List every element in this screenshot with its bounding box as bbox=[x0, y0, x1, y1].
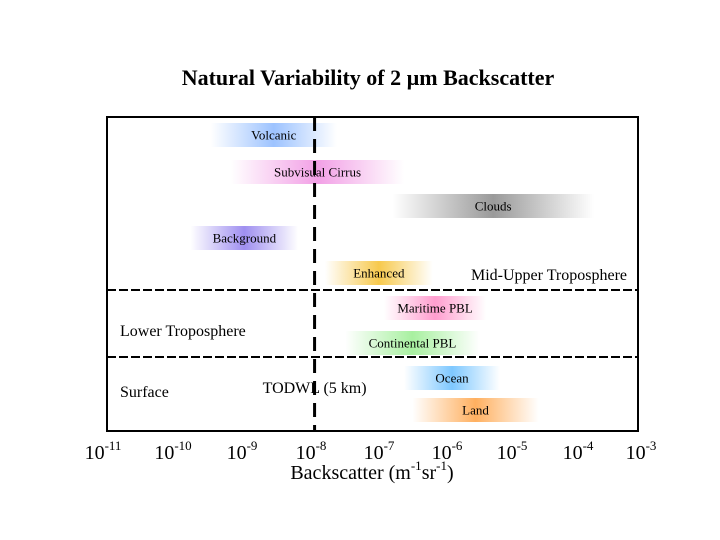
x-tick-label: 10-7 bbox=[364, 438, 395, 464]
x-tick-label: 10-6 bbox=[432, 438, 463, 464]
bar-label-volcanic: Volcanic bbox=[251, 128, 296, 143]
bar-label-ocean: Ocean bbox=[435, 371, 469, 386]
bar-continental-pbl bbox=[345, 331, 480, 355]
bar-subvisual-cirrus bbox=[230, 160, 405, 184]
chart-title: Natural Variability of 2 µm Backscatter bbox=[182, 65, 555, 90]
bar-label-clouds: Clouds bbox=[475, 199, 512, 214]
bar-label-subvisual-cirrus: Subvisual Cirrus bbox=[274, 165, 361, 180]
x-tick-label: 10-8 bbox=[296, 438, 327, 464]
x-tick-label: 10-10 bbox=[154, 438, 191, 464]
todwl-label: TODWL (5 km) bbox=[263, 380, 367, 397]
plot-frame bbox=[106, 116, 639, 432]
x-tick-label: 10-9 bbox=[227, 438, 258, 464]
bar-enhanced bbox=[324, 261, 433, 285]
bar-label-continental-pbl: Continental PBL bbox=[369, 336, 457, 351]
x-axis-label: Backscatter (m-1sr-1) bbox=[290, 458, 453, 484]
x-tick-label: 10-4 bbox=[563, 438, 594, 464]
bar-ocean bbox=[404, 366, 500, 390]
x-tick-label: 10-3 bbox=[626, 438, 657, 464]
region-label-lower-troposphere: Lower Troposphere bbox=[120, 323, 246, 340]
bar-clouds bbox=[392, 194, 594, 218]
region-label-surface: Surface bbox=[120, 384, 169, 401]
region-label-mid-upper-troposphere: Mid-Upper Troposphere bbox=[471, 267, 627, 284]
bar-label-maritime-pbl: Maritime PBL bbox=[397, 301, 473, 316]
bar-land bbox=[412, 398, 539, 422]
bar-label-land: Land bbox=[462, 403, 489, 418]
bar-background bbox=[190, 226, 299, 250]
x-tick-label: 10-5 bbox=[497, 438, 528, 464]
x-tick-label: 10-11 bbox=[85, 438, 122, 464]
bar-maritime-pbl bbox=[383, 296, 487, 320]
bar-label-background: Background bbox=[213, 231, 277, 246]
bar-label-enhanced: Enhanced bbox=[353, 266, 405, 281]
